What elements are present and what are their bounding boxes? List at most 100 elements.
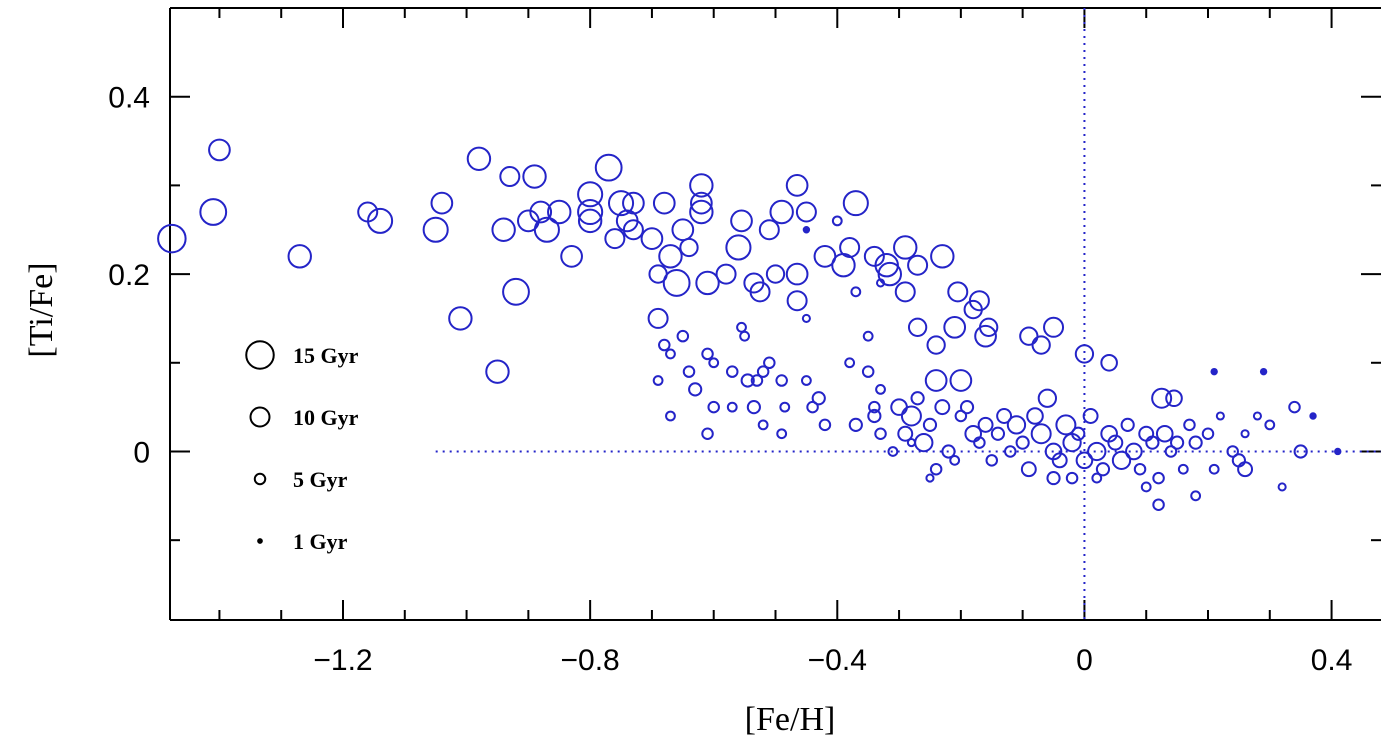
point <box>785 174 809 197</box>
point <box>1210 367 1218 376</box>
point <box>1074 344 1095 364</box>
point <box>868 400 881 414</box>
point <box>1065 471 1079 485</box>
point <box>485 359 510 384</box>
legend-label: 1 Gyr <box>293 529 348 554</box>
point <box>448 306 473 331</box>
point <box>811 391 826 406</box>
x-tick-label: 0.4 <box>1311 644 1353 677</box>
point <box>1043 316 1065 338</box>
point <box>715 263 737 285</box>
point <box>1055 414 1077 436</box>
point <box>1152 498 1165 511</box>
legend-label: 10 Gyr <box>293 405 359 430</box>
point <box>1288 400 1301 414</box>
point <box>947 281 969 303</box>
point <box>769 199 794 225</box>
point <box>1138 425 1155 442</box>
point <box>750 374 764 387</box>
point <box>547 199 572 225</box>
point <box>887 446 899 457</box>
point <box>776 428 788 440</box>
point <box>658 244 683 269</box>
point <box>996 408 1013 424</box>
point <box>929 462 943 476</box>
point <box>990 426 1006 441</box>
point <box>1030 423 1052 445</box>
point <box>533 216 560 243</box>
point <box>725 234 752 261</box>
point <box>890 398 908 416</box>
legend-marker <box>249 406 271 428</box>
point <box>1037 388 1058 408</box>
point <box>1277 482 1287 492</box>
point <box>665 410 676 422</box>
point <box>906 438 916 448</box>
point <box>577 208 603 234</box>
point <box>785 262 809 286</box>
point <box>818 418 832 432</box>
point <box>867 408 882 424</box>
point <box>897 425 914 442</box>
point <box>861 365 875 378</box>
y-tick-label: 0 <box>133 436 150 469</box>
point <box>577 181 604 208</box>
point <box>806 400 819 414</box>
point <box>682 365 696 378</box>
point <box>802 226 811 234</box>
point <box>831 215 843 227</box>
point <box>977 416 994 433</box>
point <box>1006 415 1027 435</box>
point <box>910 391 925 406</box>
point <box>926 335 946 355</box>
point <box>522 164 547 189</box>
point <box>1107 434 1124 451</box>
point <box>1190 490 1202 502</box>
point <box>560 244 583 268</box>
point <box>652 191 676 215</box>
point <box>640 227 664 250</box>
point <box>726 401 738 413</box>
y-axis-label: [Ti/Fe] <box>23 262 60 357</box>
point <box>701 427 714 440</box>
point <box>900 405 922 427</box>
point <box>756 365 770 378</box>
point <box>842 190 869 217</box>
point <box>844 357 856 369</box>
point <box>1140 481 1152 493</box>
legend-marker <box>245 340 275 370</box>
point <box>1046 470 1061 486</box>
point <box>848 417 863 432</box>
point <box>949 454 961 466</box>
point <box>1252 411 1262 421</box>
point <box>964 424 983 443</box>
point <box>502 277 530 306</box>
point <box>758 219 780 241</box>
point <box>367 207 394 234</box>
point <box>622 191 645 215</box>
point <box>850 286 862 298</box>
point <box>934 399 951 416</box>
point <box>795 201 817 223</box>
point <box>676 329 690 343</box>
point <box>1020 461 1037 478</box>
point <box>1075 451 1094 470</box>
point <box>1051 452 1068 469</box>
point <box>949 369 973 392</box>
legend-label: 15 Gyr <box>293 343 359 368</box>
point <box>671 218 695 242</box>
point <box>801 313 811 323</box>
point <box>1015 435 1030 450</box>
point <box>1125 442 1143 461</box>
point <box>1026 407 1044 425</box>
point <box>893 235 918 260</box>
point <box>1170 435 1185 450</box>
point <box>662 269 691 297</box>
point <box>607 190 635 217</box>
point <box>1071 426 1086 441</box>
point <box>1259 367 1268 376</box>
legend-marker <box>257 538 263 544</box>
point <box>959 400 975 415</box>
point <box>701 347 714 361</box>
